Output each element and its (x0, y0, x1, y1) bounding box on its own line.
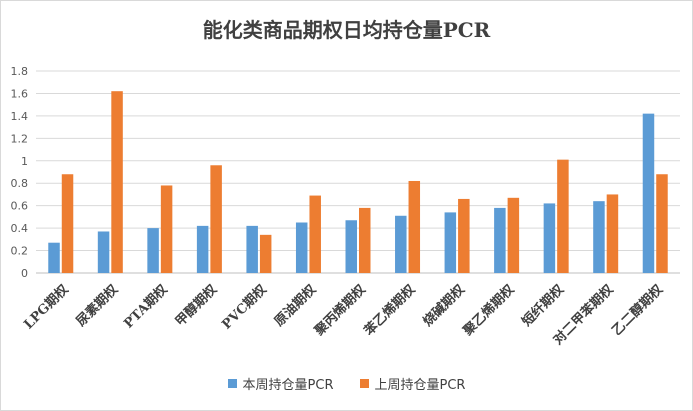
x-tick-label: 烧碱期权 (420, 281, 469, 330)
y-tick-label: 1.4 (11, 110, 29, 123)
gridlines (36, 70, 680, 274)
y-tick-label: 1.2 (11, 132, 29, 145)
y-tick-label: 0.4 (11, 222, 29, 235)
bar-previous (408, 180, 421, 273)
bar-current (196, 225, 209, 273)
y-tick-label: 0 (21, 267, 28, 280)
bar-previous (507, 197, 520, 273)
legend-label-current: 本周持仓量PCR (242, 378, 334, 393)
bar-current (147, 228, 159, 273)
bar-previous (61, 174, 74, 273)
bars (48, 91, 668, 274)
chart-title: 能化类商品期权日均持仓量PCR (202, 18, 491, 42)
x-tick-label: 聚丙烯期权 (311, 281, 370, 340)
bar-current (642, 113, 655, 274)
bar-previous (259, 234, 272, 273)
bar-current (395, 215, 407, 273)
y-tick-label: 1 (21, 155, 28, 168)
y-tick-label: 1.8 (11, 65, 29, 78)
bar-previous (359, 207, 371, 273)
legend-label-previous: 上周持仓量PCR (374, 378, 466, 393)
legend-item-current: 本周持仓量PCR (227, 374, 334, 393)
x-tick-label: 聚乙烯期权 (459, 281, 518, 340)
x-tick-label: 尿素期权 (73, 281, 122, 330)
legend-swatch-previous (359, 379, 369, 388)
bar-current (97, 231, 110, 273)
bar-current (295, 222, 308, 273)
y-tick-label: 0.2 (11, 245, 29, 258)
bar-current (345, 220, 357, 273)
bar-previous (309, 195, 321, 273)
x-tick-label: 乙二醇期权 (609, 281, 667, 339)
bar-previous (656, 174, 668, 273)
x-tick-label: PTA期权 (121, 281, 172, 332)
x-tick-label: PVC期权 (219, 281, 271, 333)
bar-previous (160, 185, 173, 273)
bar-current (494, 207, 506, 273)
bar-previous (557, 159, 569, 273)
legend-item-previous: 上周持仓量PCR (359, 374, 466, 393)
bar-current (444, 212, 457, 273)
bar-previous (606, 194, 619, 273)
legend: 本周持仓量PCR 上周持仓量PCR (0, 374, 693, 393)
y-tick-label: 1.6 (11, 87, 29, 100)
bar-previous (111, 91, 123, 273)
x-tick-label: 苯乙烯期权 (360, 281, 419, 340)
y-tick-label: 0.8 (11, 177, 29, 190)
bar-current (246, 225, 258, 273)
x-tick-label: 甲醇期权 (172, 281, 221, 330)
x-tick-label: LPG期权 (21, 281, 73, 333)
bar-previous (458, 198, 470, 273)
x-tick-label: 短纤期权 (519, 281, 568, 330)
y-tick-label: 0.6 (11, 200, 29, 213)
bar-current (593, 201, 605, 273)
y-axis-ticks: 0 0.2 0.4 0.6 0.8 1 1.2 1.4 1.6 1.8 (11, 65, 29, 280)
bar-current (48, 242, 60, 273)
legend-swatch-current (227, 379, 237, 388)
bar-previous (210, 165, 222, 273)
x-tick-label: 原油期权 (271, 281, 320, 330)
bar-current (543, 203, 556, 273)
